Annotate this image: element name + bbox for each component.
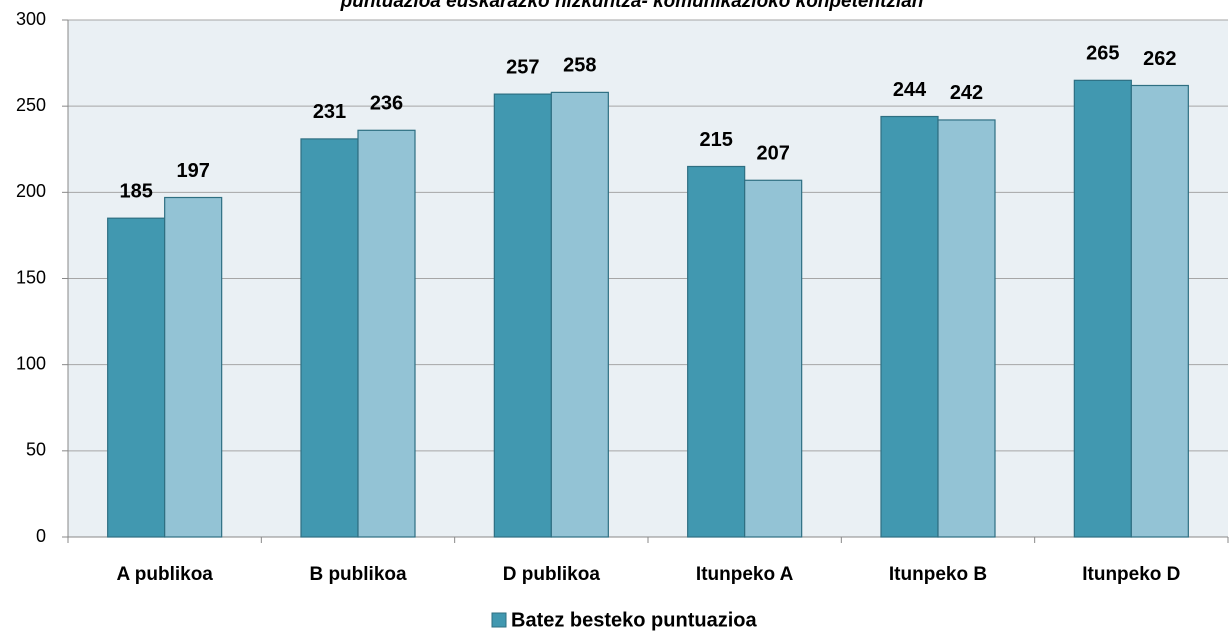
legend-label: Batez besteko puntuazioa [511, 609, 757, 631]
legend-swatch [491, 612, 507, 628]
value-label: 244 [893, 79, 927, 101]
x-tick-label: Itunpeko B [889, 564, 987, 585]
bar [107, 217, 166, 538]
value-label: 265 [1086, 43, 1119, 65]
bar [744, 179, 803, 538]
y-tick-label: 150 [16, 267, 46, 287]
y-tick-label: 250 [16, 95, 46, 115]
bar [1073, 79, 1132, 538]
bar [880, 115, 939, 538]
x-tick-label: Itunpeko D [1082, 564, 1180, 585]
bar [1130, 84, 1189, 538]
y-tick-label: 100 [16, 353, 46, 373]
bar [687, 165, 746, 538]
value-label: 215 [699, 129, 732, 151]
value-label: 185 [119, 180, 152, 202]
value-label: 207 [756, 143, 789, 165]
x-tick-label: Itunpeko A [696, 564, 794, 585]
x-tick-label: A publikoa [116, 564, 213, 585]
value-label: 236 [370, 93, 403, 115]
bar [357, 129, 416, 538]
value-label: 231 [313, 101, 346, 123]
bar [550, 91, 609, 538]
bar [493, 93, 552, 538]
bar [300, 138, 359, 538]
y-tick-label: 0 [36, 526, 46, 546]
bar [937, 119, 996, 538]
bar [164, 196, 223, 538]
y-tick-label: 200 [16, 181, 46, 201]
x-tick-label: D publikoa [503, 564, 601, 585]
value-label: 262 [1143, 48, 1176, 70]
y-tick-label: 300 [16, 9, 46, 29]
chart-title: puntuazioa euskarazko hizkuntza- komunik… [340, 0, 924, 12]
value-label: 242 [950, 82, 983, 104]
value-label: 197 [176, 160, 209, 182]
x-tick-label: B publikoa [309, 564, 407, 585]
value-label: 258 [563, 55, 596, 77]
value-label: 257 [506, 56, 539, 78]
y-tick-label: 50 [26, 440, 46, 460]
